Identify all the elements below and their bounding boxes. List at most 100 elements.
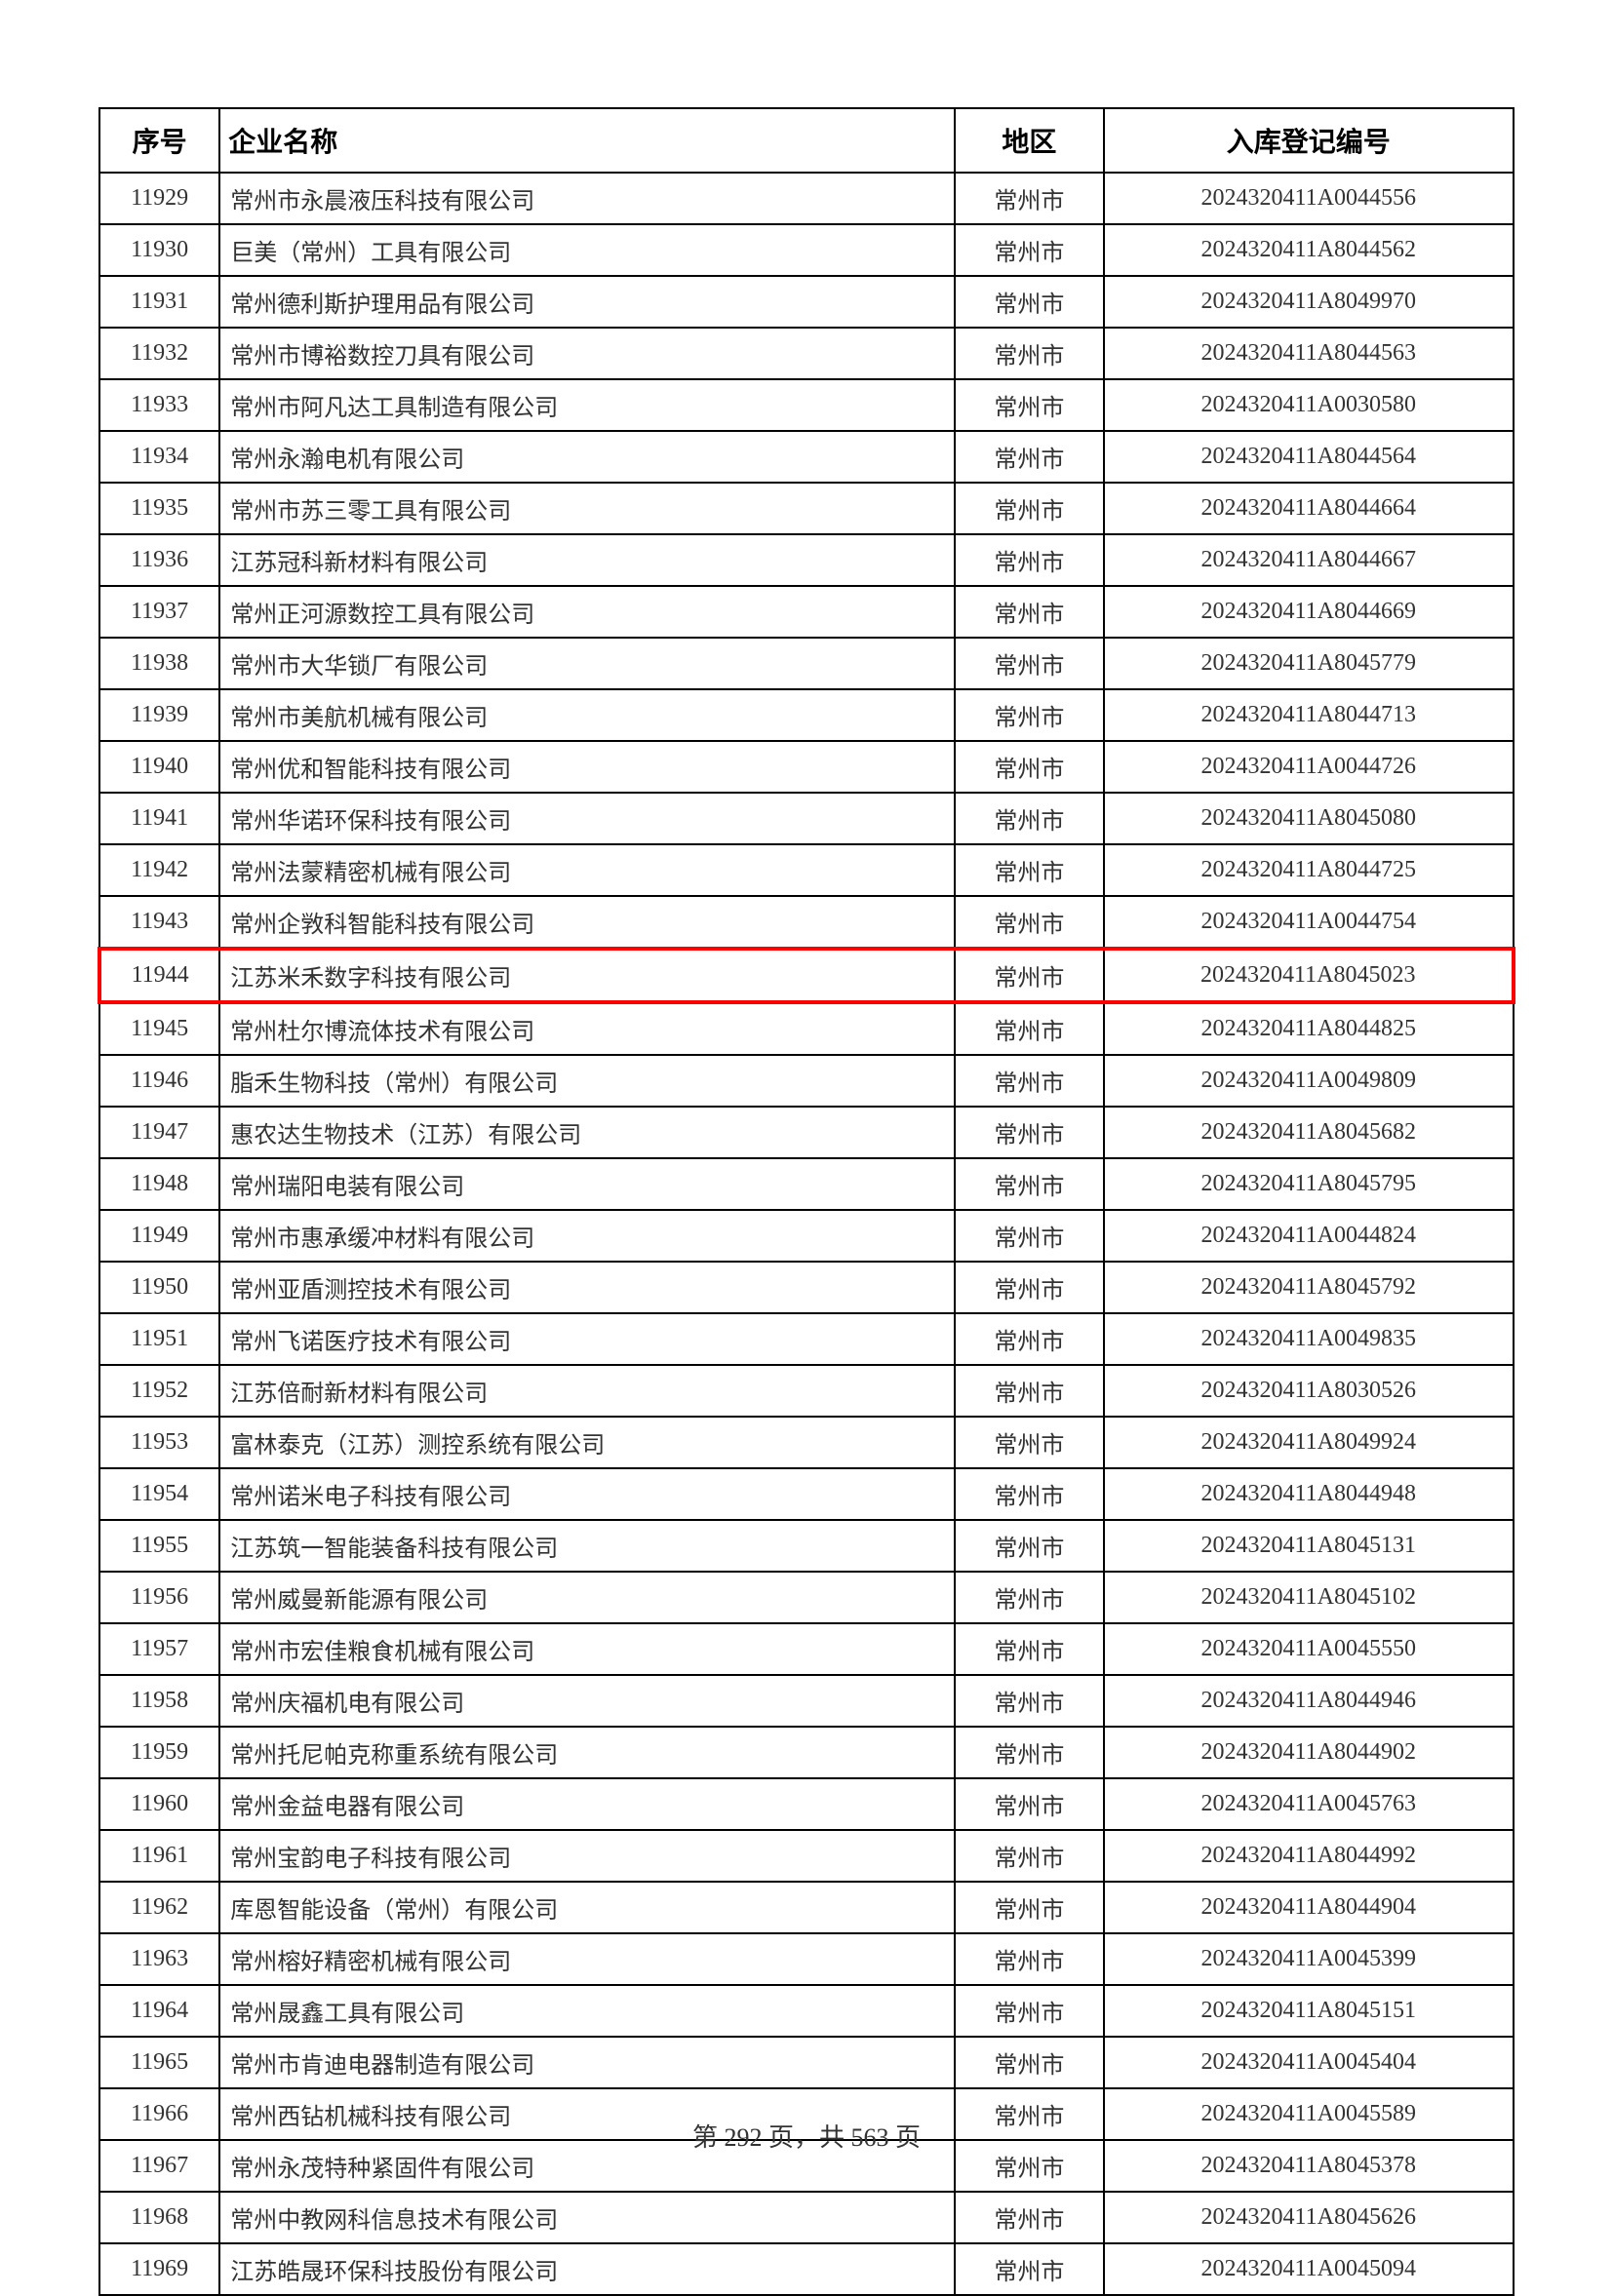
cell-name: 常州晟鑫工具有限公司: [219, 1985, 955, 2037]
cell-region: 常州市: [955, 689, 1103, 741]
cell-name: 常州市肯迪电器制造有限公司: [219, 2037, 955, 2088]
cell-name: 常州正河源数控工具有限公司: [219, 586, 955, 638]
cell-seq: 11955: [99, 1520, 219, 1572]
cell-seq: 11950: [99, 1262, 219, 1313]
cell-region: 常州市: [955, 949, 1103, 1002]
table-row: 11962库恩智能设备（常州）有限公司常州市2024320411A8044904: [99, 1882, 1514, 1933]
table-row: 11958常州庆福机电有限公司常州市2024320411A8044946: [99, 1675, 1514, 1727]
cell-region: 常州市: [955, 1313, 1103, 1365]
cell-seq: 11945: [99, 1002, 219, 1055]
cell-seq: 11969: [99, 2243, 219, 2295]
cell-region: 常州市: [955, 328, 1103, 379]
cell-seq: 11943: [99, 896, 219, 949]
cell-region: 常州市: [955, 638, 1103, 689]
cell-code: 2024320411A8044904: [1104, 1882, 1515, 1933]
table-row: 11931常州德利斯护理用品有限公司常州市2024320411A8049970: [99, 276, 1514, 328]
cell-seq: 11944: [99, 949, 219, 1002]
table-row: 11933常州市阿凡达工具制造有限公司常州市2024320411A0030580: [99, 379, 1514, 431]
col-header-seq: 序号: [99, 108, 219, 173]
col-header-region: 地区: [955, 108, 1103, 173]
cell-seq: 11941: [99, 793, 219, 844]
cell-code: 2024320411A8044725: [1104, 844, 1515, 896]
cell-seq: 11947: [99, 1107, 219, 1158]
cell-seq: 11940: [99, 741, 219, 793]
cell-region: 常州市: [955, 1933, 1103, 1985]
cell-name: 常州法蒙精密机械有限公司: [219, 844, 955, 896]
cell-seq: 11936: [99, 534, 219, 586]
cell-name: 常州宝韵电子科技有限公司: [219, 1830, 955, 1882]
cell-code: 2024320411A8045080: [1104, 793, 1515, 844]
cell-name: 巨美（常州）工具有限公司: [219, 224, 955, 276]
cell-seq: 11954: [99, 1468, 219, 1520]
cell-code: 2024320411A8044563: [1104, 328, 1515, 379]
table-row: 11965常州市肯迪电器制造有限公司常州市2024320411A0045404: [99, 2037, 1514, 2088]
table-header-row: 序号 企业名称 地区 入库登记编号: [99, 108, 1514, 173]
table-body: 11929常州市永晨液压科技有限公司常州市2024320411A00445561…: [99, 173, 1514, 2295]
table-row: 11948常州瑞阳电装有限公司常州市2024320411A8045795: [99, 1158, 1514, 1210]
cell-region: 常州市: [955, 741, 1103, 793]
table-row: 11939常州市美航机械有限公司常州市2024320411A8044713: [99, 689, 1514, 741]
table-row: 11943常州企敩科智能科技有限公司常州市2024320411A0044754: [99, 896, 1514, 949]
cell-seq: 11946: [99, 1055, 219, 1107]
cell-seq: 11931: [99, 276, 219, 328]
table-row: 11968常州中教网科信息技术有限公司常州市2024320411A8045626: [99, 2192, 1514, 2243]
cell-name: 常州市宏佳粮食机械有限公司: [219, 1623, 955, 1675]
table-row: 11964常州晟鑫工具有限公司常州市2024320411A8045151: [99, 1985, 1514, 2037]
cell-seq: 11963: [99, 1933, 219, 1985]
cell-code: 2024320411A8044825: [1104, 1002, 1515, 1055]
cell-code: 2024320411A0044556: [1104, 173, 1515, 224]
cell-name: 常州企敩科智能科技有限公司: [219, 896, 955, 949]
cell-region: 常州市: [955, 224, 1103, 276]
cell-region: 常州市: [955, 1107, 1103, 1158]
cell-name: 常州中教网科信息技术有限公司: [219, 2192, 955, 2243]
cell-region: 常州市: [955, 1365, 1103, 1417]
cell-seq: 11930: [99, 224, 219, 276]
cell-name: 常州庆福机电有限公司: [219, 1675, 955, 1727]
cell-name: 脂禾生物科技（常州）有限公司: [219, 1055, 955, 1107]
cell-code: 2024320411A0030580: [1104, 379, 1515, 431]
cell-seq: 11952: [99, 1365, 219, 1417]
cell-name: 常州杜尔博流体技术有限公司: [219, 1002, 955, 1055]
cell-name: 常州市惠承缓冲材料有限公司: [219, 1210, 955, 1262]
cell-name: 常州托尼帕克称重系统有限公司: [219, 1727, 955, 1778]
cell-region: 常州市: [955, 1830, 1103, 1882]
cell-seq: 11962: [99, 1882, 219, 1933]
table-row: 11957常州市宏佳粮食机械有限公司常州市2024320411A0045550: [99, 1623, 1514, 1675]
cell-name: 江苏米禾数字科技有限公司: [219, 949, 955, 1002]
cell-name: 常州德利斯护理用品有限公司: [219, 276, 955, 328]
cell-seq: 11939: [99, 689, 219, 741]
cell-region: 常州市: [955, 1468, 1103, 1520]
cell-seq: 11968: [99, 2192, 219, 2243]
cell-seq: 11934: [99, 431, 219, 483]
cell-code: 2024320411A8044713: [1104, 689, 1515, 741]
cell-code: 2024320411A8045131: [1104, 1520, 1515, 1572]
cell-code: 2024320411A8044992: [1104, 1830, 1515, 1882]
cell-seq: 11935: [99, 483, 219, 534]
cell-code: 2024320411A8044669: [1104, 586, 1515, 638]
table-row: 11952江苏倍耐新材料有限公司常州市2024320411A8030526: [99, 1365, 1514, 1417]
cell-region: 常州市: [955, 1262, 1103, 1313]
cell-region: 常州市: [955, 793, 1103, 844]
cell-region: 常州市: [955, 2037, 1103, 2088]
table-row: 11955江苏筑一智能装备科技有限公司常州市2024320411A8045131: [99, 1520, 1514, 1572]
cell-region: 常州市: [955, 379, 1103, 431]
cell-name: 惠农达生物技术（江苏）有限公司: [219, 1107, 955, 1158]
cell-code: 2024320411A0044726: [1104, 741, 1515, 793]
cell-region: 常州市: [955, 1572, 1103, 1623]
table-row: 11951常州飞诺医疗技术有限公司常州市2024320411A0049835: [99, 1313, 1514, 1365]
cell-name: 常州华诺环保科技有限公司: [219, 793, 955, 844]
cell-seq: 11951: [99, 1313, 219, 1365]
cell-seq: 11949: [99, 1210, 219, 1262]
cell-region: 常州市: [955, 586, 1103, 638]
cell-region: 常州市: [955, 1985, 1103, 2037]
cell-name: 常州市博裕数控刀具有限公司: [219, 328, 955, 379]
cell-code: 2024320411A0044754: [1104, 896, 1515, 949]
table-row: 11956常州威曼新能源有限公司常州市2024320411A8045102: [99, 1572, 1514, 1623]
cell-region: 常州市: [955, 1055, 1103, 1107]
cell-code: 2024320411A8045023: [1104, 949, 1515, 1002]
table-row: 11963常州榕好精密机械有限公司常州市2024320411A0045399: [99, 1933, 1514, 1985]
cell-name: 常州市永晨液压科技有限公司: [219, 173, 955, 224]
table-row: 11935常州市苏三零工具有限公司常州市2024320411A8044664: [99, 483, 1514, 534]
cell-region: 常州市: [955, 431, 1103, 483]
cell-seq: 11959: [99, 1727, 219, 1778]
